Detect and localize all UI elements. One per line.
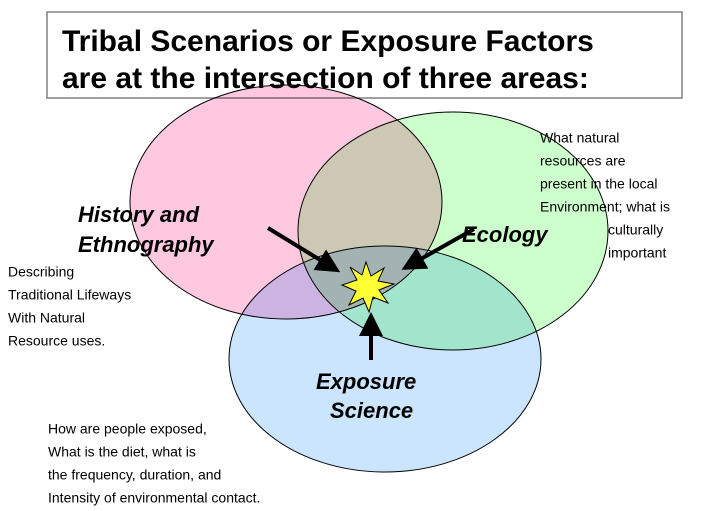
area-label: History and: [78, 202, 200, 227]
arrow: [401, 227, 475, 270]
area-description: What is the diet, what is: [48, 444, 196, 460]
title-line: Tribal Scenarios or Exposure Factors: [62, 25, 594, 58]
area-description: culturally: [608, 222, 663, 238]
circle-exposure: [228, 245, 542, 473]
area-description: Traditional Lifeways: [8, 287, 131, 303]
area-label: Ethnography: [78, 232, 215, 257]
area-description: With Natural: [8, 310, 85, 326]
area-description: important: [608, 245, 666, 261]
area-label: Ecology: [462, 222, 549, 247]
area-description: Resource uses.: [8, 333, 105, 349]
area-description: present in the local: [540, 176, 658, 192]
area-description: How are people exposed,: [48, 421, 207, 437]
area-label: Science: [330, 398, 413, 423]
area-description: Intensity of environmental contact.: [48, 490, 260, 506]
area-label: Exposure: [316, 369, 416, 394]
arrow: [266, 226, 341, 273]
area-description: Environment; what is: [540, 199, 670, 215]
area-description: Describing: [8, 264, 74, 280]
title-box: [46, 11, 683, 99]
area-description: the frequency, duration, and: [48, 467, 221, 483]
area-description: resources are: [540, 153, 626, 169]
area-description: What natural: [540, 130, 619, 146]
